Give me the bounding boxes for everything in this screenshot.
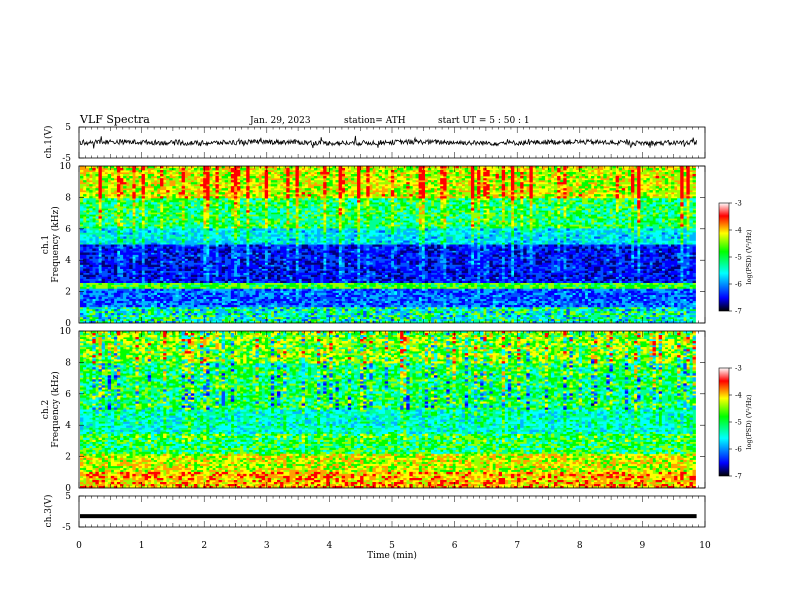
ch1-waveform-line [79,135,698,149]
spec1-cells [92,166,696,227]
y-tick-label: 5 [65,123,71,133]
x-tick-label: 2 [201,541,207,551]
y-tick-label: 5 [65,492,71,502]
x-tick-label: 8 [577,541,583,551]
y-tick-label: -5 [62,154,71,164]
ch1-colorbar-tick-label: -4 [735,227,742,235]
y-tick-label: 2 [65,288,71,298]
spec1-cells [80,244,696,284]
spec1-cells [80,198,696,324]
ch1-ylabel-frequency: Frequency (kHz) [50,206,61,283]
start-time-label: start UT = 5 : 50 : 1 [438,116,530,126]
ch1-colorbar-tick-label: -3 [735,200,742,208]
spec1-cells [80,166,696,229]
x-tick-label: 4 [327,541,333,551]
spec1-cells [80,166,696,324]
spec2-cells [92,331,696,410]
ch1-waveform-ylabel: ch.1(V) [43,126,54,159]
x-tick-label: 3 [264,541,270,551]
ch2-colorbar-tick-label: -3 [735,365,742,373]
spec2-cells [80,331,696,434]
x-tick-label: 5 [389,541,395,551]
y-tick-label: 8 [65,358,71,368]
y-tick-label: 2 [65,453,71,463]
y-tick-label: 6 [65,390,71,400]
spec2-cells [80,331,696,455]
ch3-waveform-ylabel: ch.3(V) [43,495,54,528]
spec2-cells [80,331,696,489]
ch1-colorbar-label: log(PSD) (V²/Hz) [745,229,753,284]
ch1-colorbar [718,202,730,312]
spec2-cells [590,403,595,406]
ch3-waveform-line [80,514,697,519]
ch2-colorbar-tick-label: -6 [735,446,742,454]
x-tick-label: 6 [452,541,458,551]
y-tick-label: -5 [62,523,71,533]
ch1-spectrogram-image [80,166,696,324]
spec2-cells [80,331,696,489]
x-tick-label: 1 [139,541,145,551]
ch1-colorbar-tick-label: -5 [735,254,742,262]
x-tick-label: 10 [699,541,711,551]
y-tick-label: 4 [65,421,71,431]
y-tick-label: 10 [60,162,72,172]
x-tick-label: 9 [640,541,646,551]
ch2-ylabel-frequency: Frequency (kHz) [50,371,61,448]
ch2-spectrogram-image [80,331,696,489]
ch1-colorbar-tick-label: -7 [735,308,742,316]
y-tick-label: 6 [65,225,71,235]
ch1-colorbar-tick-label: -6 [735,281,742,289]
ch2-colorbar-label: log(PSD) (V²/Hz) [745,394,753,449]
x-tick-label: 0 [76,541,82,551]
ch2-colorbar-tick-label: -7 [735,473,742,481]
y-tick-label: 0 [65,484,71,494]
date-label: Jan. 29, 2023 [249,116,311,126]
y-tick-label: 8 [65,193,71,203]
x-tick-label: 7 [514,541,520,551]
ch1-ylabel-channel: ch.1 [41,235,51,254]
ch2-colorbar-tick-label: -4 [735,392,742,400]
ch2-ylabel-channel: ch.2 [41,400,51,419]
ch2-colorbar-tick-label: -5 [735,419,742,427]
figure-title: VLF Spectra [79,113,150,126]
y-tick-label: 0 [65,319,71,329]
x-axis-label: Time (min) [367,550,417,561]
y-tick-label: 4 [65,256,71,266]
y-tick-label: 10 [60,327,72,337]
station-label: station= ATH [344,116,406,126]
ch2-colorbar [718,367,730,477]
